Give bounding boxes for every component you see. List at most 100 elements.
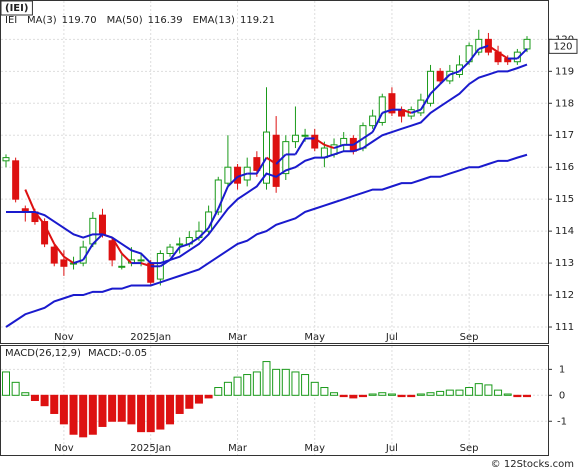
macd-bar: [223, 381, 232, 396]
macd-bar: [50, 394, 59, 414]
macd-bar: [494, 389, 503, 396]
y-tick-label: 111: [555, 322, 574, 333]
symbol: IEI: [5, 15, 17, 26]
macd-bar: [69, 394, 78, 435]
ma-line: [468, 48, 480, 63]
candle-body: [301, 134, 309, 137]
macd-bar: [291, 371, 300, 396]
candle-body: [369, 115, 377, 127]
y-tick-label: 114: [555, 226, 574, 237]
candle-body: [388, 93, 396, 114]
ma-line: [294, 137, 306, 155]
macd-bar: [426, 392, 435, 396]
ma-line: [237, 172, 248, 178]
y-tick-label: 113: [555, 258, 574, 269]
ma-line: [82, 243, 94, 261]
ma-line: [333, 143, 344, 149]
legend-value: 119.21: [240, 15, 275, 26]
macd-bar: [243, 374, 252, 396]
ma-line: [265, 156, 277, 165]
macd-bar: [301, 374, 310, 396]
macd-bar: [455, 389, 464, 396]
ma-line: [140, 262, 152, 268]
candle-body: [427, 70, 435, 104]
x-tick-label: May: [304, 443, 325, 454]
x-tick-label: Nov: [54, 332, 74, 343]
macd-bar: [30, 394, 39, 401]
legend-name: MA(50): [107, 15, 143, 26]
ma-line: [275, 153, 287, 165]
chart-title: MACD(26,12,9): [5, 348, 81, 359]
macd-bar: [281, 368, 290, 396]
ma-line: [217, 185, 229, 210]
macd-bar: [320, 387, 329, 396]
macd-bar: [233, 376, 242, 396]
candle-body: [378, 96, 386, 123]
y-tick-label: 116: [555, 162, 574, 173]
ma-line: [43, 224, 56, 245]
candle-body: [118, 265, 126, 268]
macd-bar: [436, 390, 445, 396]
ma-line: [439, 73, 451, 85]
ma-line: [314, 137, 325, 146]
candle-body: [12, 160, 20, 200]
x-tick-label: Jul: [385, 332, 398, 343]
candle-body: [291, 134, 299, 143]
x-tick-label: Sep: [460, 332, 479, 343]
ma-line: [53, 243, 65, 258]
macd-bar: [146, 394, 155, 433]
candle-body: [108, 240, 116, 261]
legend-value: 116.39: [148, 15, 183, 26]
ma-line: [207, 208, 220, 229]
x-tick-label: Jul: [385, 443, 398, 454]
candle-body: [523, 38, 531, 50]
x-tick-label: May: [304, 332, 325, 343]
macd-bar: [349, 394, 358, 399]
y-tick-label: 115: [555, 194, 574, 205]
ma-line: [381, 108, 393, 114]
candle-body: [50, 246, 58, 264]
ma-line: [188, 236, 200, 245]
chart-title: (IEI): [5, 3, 28, 14]
macd-bar: [98, 394, 107, 427]
x-tick-label: Mar: [228, 332, 248, 343]
macd-bar: [40, 394, 49, 407]
macd-bar: [387, 393, 396, 396]
ma-line: [121, 252, 133, 264]
ma-line: [449, 70, 460, 76]
macd-bar: [79, 394, 88, 438]
ma-line: [63, 255, 75, 264]
candle-body: [2, 157, 10, 162]
macd-bar: [166, 394, 175, 425]
candle-body: [475, 38, 483, 53]
x-tick-label: 2025Jan: [130, 332, 171, 343]
ma-line: [227, 176, 239, 188]
macd-bar: [252, 371, 261, 396]
macd-bar: [21, 392, 30, 396]
y-tick-label: -1: [557, 416, 567, 427]
ma-line: [5, 153, 528, 328]
macd-bar: [185, 394, 194, 409]
macd-bar: [11, 381, 20, 396]
ma-line: [410, 108, 422, 114]
ma-line: [420, 93, 432, 111]
legend-value: 119.70: [62, 15, 97, 26]
ma-line: [401, 108, 412, 114]
macd-bar: [262, 361, 271, 396]
macd-bar: [310, 381, 319, 396]
macd-bar: [175, 394, 184, 414]
ma-line: [73, 258, 84, 265]
macd-bar: [503, 393, 512, 396]
macd-bar: [368, 393, 377, 396]
macd-bar: [59, 394, 68, 425]
y-tick-label: 1: [559, 364, 565, 375]
macd-bar: [484, 384, 493, 396]
macd-bar: [513, 394, 522, 398]
ma-line: [92, 233, 104, 245]
ma-line: [255, 157, 268, 175]
ma-line: [362, 131, 374, 140]
y-tick-label: 119: [555, 66, 574, 77]
macd-bar: [330, 392, 339, 396]
ma-line: [429, 83, 441, 95]
